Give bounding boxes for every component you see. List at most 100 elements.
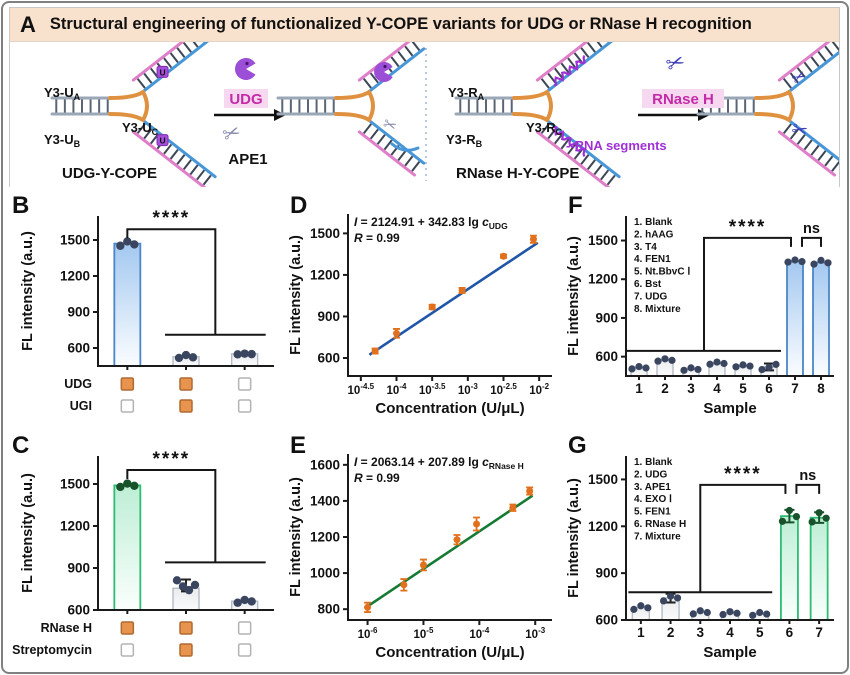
legend-entry: 5. FEN1 [634, 507, 671, 518]
strand-label-y3rc: Y3-RC [526, 120, 563, 137]
panel-a-label: A [20, 11, 36, 37]
svg-text:U: U [159, 136, 165, 146]
fit-r-value: R = 0.99 [354, 231, 400, 245]
data-dot [174, 353, 184, 363]
condition-row-label: UGI [70, 399, 92, 413]
y-tick-label: 1400 [310, 493, 340, 508]
checkbox-filled [179, 643, 193, 657]
data-point [499, 252, 507, 260]
data-dot [772, 360, 780, 368]
bar-chart-G: **** ns 600 900 1200 1500 FL intensity (a.u.) 1… [566, 456, 834, 661]
data-point [371, 347, 379, 355]
checkbox-filled [179, 399, 193, 413]
rna-segments-note: --RNA segments [566, 138, 667, 153]
significance-bracket: **** [126, 208, 266, 336]
data-dot [703, 608, 711, 617]
data-dot [798, 257, 806, 266]
junction [108, 90, 149, 122]
bar-F-8 [812, 261, 830, 377]
data-dot [628, 365, 636, 373]
data-dot [817, 256, 825, 264]
data-dot [666, 592, 675, 600]
udg-product-structure [276, 35, 426, 177]
chart-panel-c: **** 600 900 1200 1500 FL intensity (a.u.) RNa… [12, 449, 274, 657]
data-dot [784, 258, 792, 266]
enzyme-label-ape1: APE1 [228, 151, 267, 168]
y-tick-label: 900 [67, 561, 90, 576]
data-dot [733, 609, 741, 617]
data-point [458, 286, 466, 294]
udg-label-highlight [224, 89, 268, 108]
checkbox-empty [120, 643, 135, 657]
strand-label-y3rb: Y3-RB [446, 132, 483, 149]
data-dot [642, 364, 650, 372]
data-dot [719, 610, 727, 619]
y-tick-label: 1200 [588, 272, 618, 287]
x-tick-label: 10-5 [413, 626, 433, 641]
data-dot [130, 240, 139, 249]
data-dot [763, 610, 771, 618]
axes [347, 214, 552, 377]
data-dot [706, 360, 714, 368]
y-tick-label: 1500 [588, 472, 618, 487]
y-tick-label: 900 [317, 309, 340, 324]
x-axis-label: Concentration (U/μL) [375, 644, 524, 661]
y-tick-label: 600 [67, 603, 90, 618]
rnaseh-product-structure [696, 35, 846, 177]
condition-row-label: RNase H [41, 621, 92, 635]
data-dot [240, 349, 249, 358]
fit-equation: I = 2063.14 + 207.89 lg cRNase H [354, 455, 524, 471]
data-dot [130, 481, 139, 491]
bar-C-1 [113, 484, 142, 611]
y-tick-label: 1000 [310, 566, 340, 581]
panel-a: A Structural engineering of functionaliz… [9, 7, 846, 191]
svg-text:ns: ns [803, 221, 820, 237]
chart-panel-b: **** 600 900 1200 1500 FL intensity (a.u.) UDG… [20, 208, 274, 413]
checkbox-filled [179, 621, 193, 635]
caption-udg-y-cope: UDG-Y-COPE [62, 165, 157, 182]
panel-a-header: A Structural engineering of functionaliz… [10, 8, 839, 42]
data-dot [810, 260, 818, 268]
data-dot [822, 514, 830, 522]
x-tick-label: 10-3 [458, 382, 478, 397]
panel-a-body: U U ✂ ✂ ✂ ✂ ✂ Y3-UA Y3-UC Y3-UB UDG-Y-COPE UDG… [10, 21, 846, 191]
svg-text:****: **** [153, 449, 191, 470]
udg-enzyme-on-product-icon [374, 62, 393, 82]
y-tick-label: 900 [67, 305, 90, 320]
y-tick-label: 1500 [310, 226, 340, 241]
significance-bracket: **** [126, 449, 266, 564]
y-axis-label: FL intensity (a.u.) [566, 236, 582, 356]
x-tick-label: 3 [687, 381, 695, 396]
panel-label-b: B [12, 192, 30, 219]
data-dot [808, 518, 816, 526]
bar-chart-B: **** 600 900 1200 1500 FL intensity (a.u.) UDG… [20, 208, 274, 413]
x-tick-label: 2 [667, 625, 675, 640]
enzyme-label-udg: UDG [229, 91, 262, 108]
data-dot [713, 358, 721, 366]
y-axis-label: FL intensity (a.u.) [20, 231, 36, 351]
data-dot [756, 608, 764, 617]
x-axis-label: Sample [703, 644, 756, 661]
x-tick-label: 6 [786, 625, 794, 640]
svg-text:ns: ns [799, 468, 816, 484]
x-tick-label: 10-4 [469, 626, 489, 641]
x-tick-label: 7 [791, 381, 799, 396]
scatter-chart-D: 600 900 1200 1500 FL intensity (a.u.) 10-4.5 1… [288, 214, 552, 417]
data-point [509, 504, 517, 512]
chart-panel-d: 600 900 1200 1500 FL intensity (a.u.) 10-4.5 1… [288, 214, 552, 417]
checkbox-empty [120, 399, 135, 413]
data-dot [815, 509, 823, 517]
svg-text:****: **** [153, 208, 191, 229]
data-point [364, 603, 372, 611]
x-tick-label: 4 [726, 625, 734, 640]
condition-row-label: UDG [64, 377, 92, 391]
bar-B-1 [113, 242, 142, 367]
y-axis-label: FL intensity (a.u.) [288, 477, 304, 597]
data-dot [659, 597, 668, 605]
data-dot [792, 513, 801, 521]
panel-f: F **** ns 600 900 1200 1500 FL intensity (a.u.… [562, 190, 842, 426]
junction [512, 90, 553, 122]
y-tick-label: 600 [67, 341, 90, 356]
rnaseh-label-highlight [642, 89, 724, 108]
